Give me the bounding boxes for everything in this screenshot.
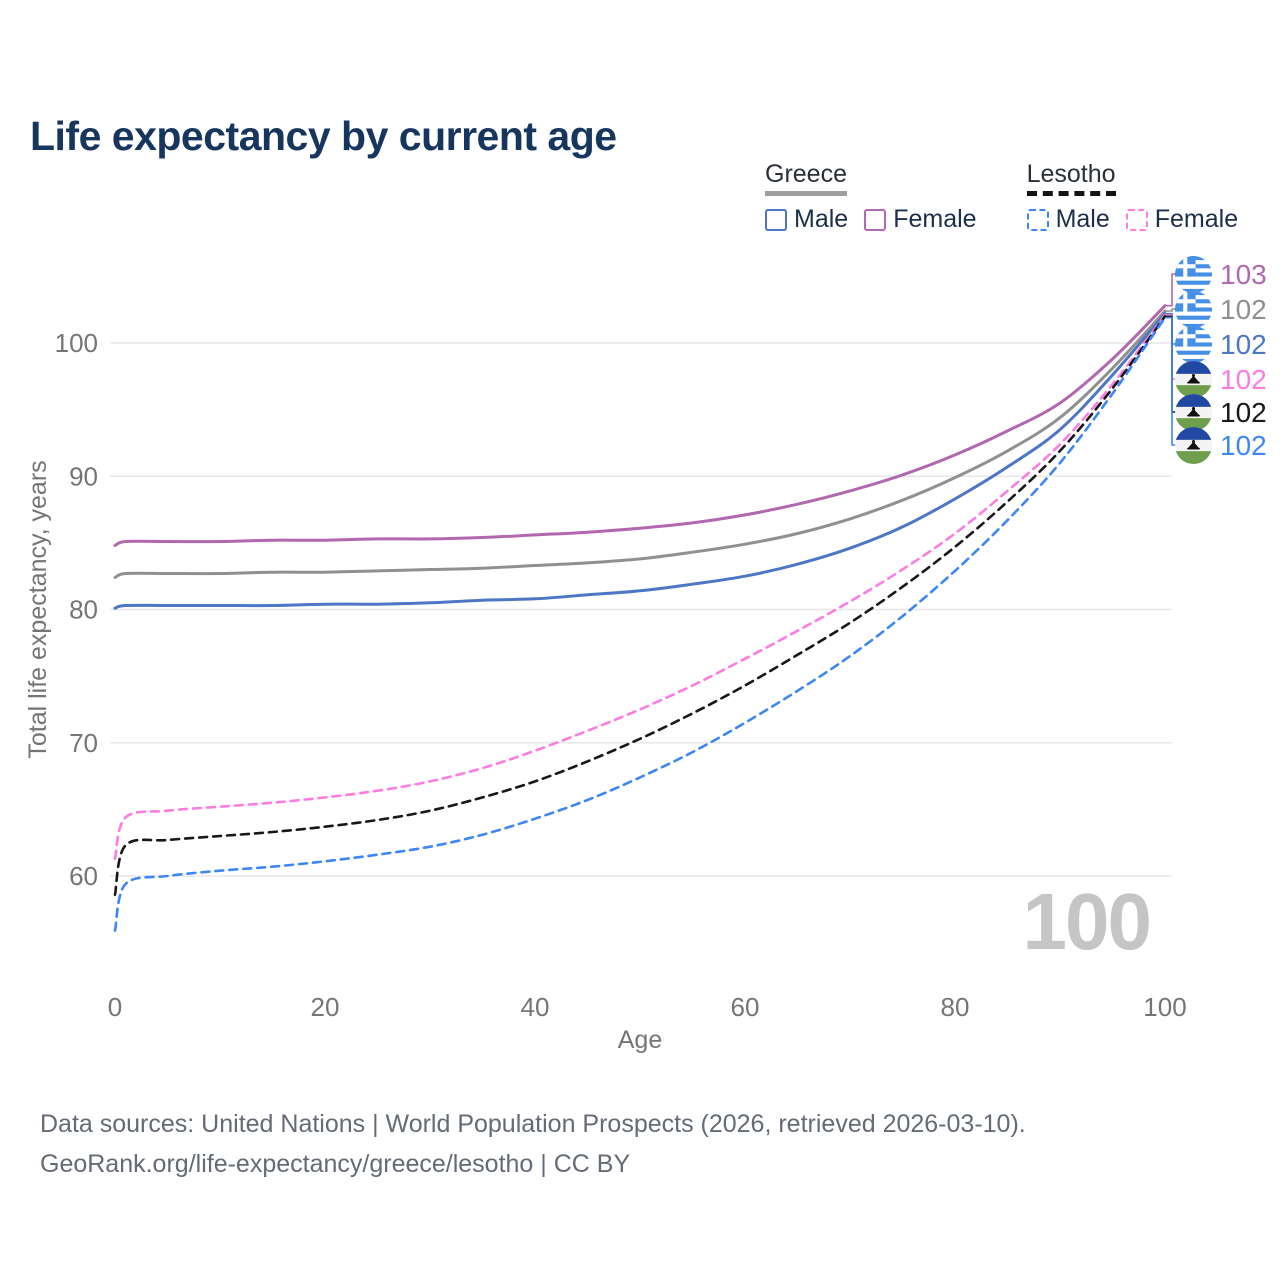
line-greece-male: [113, 312, 1167, 610]
legend-swatch-icon: [1125, 208, 1148, 231]
x-axis-title: Age: [618, 1026, 662, 1054]
greece-flag-icon: [1175, 326, 1212, 363]
x-tick-label: 0: [108, 992, 122, 1022]
legend-item-greece-male[interactable]: Male: [765, 205, 848, 234]
legend-country-label-lesotho: Lesotho: [1026, 160, 1116, 196]
footer-data-sources: Data sources: United Nations | World Pop…: [40, 1110, 1026, 1138]
x-tick-label: 40: [521, 992, 550, 1022]
footer: Data sources: United Nations | World Pop…: [40, 1104, 1026, 1184]
y-tick-label: 100: [55, 328, 98, 358]
connector-lesotho-male: [1166, 316, 1176, 446]
x-tick-label: 20: [311, 992, 340, 1022]
lesotho-flag-icon: [1175, 394, 1212, 431]
y-tick-label: 60: [69, 861, 98, 891]
age-counter-watermark: 100: [1022, 877, 1152, 966]
end-label-value: 102: [1220, 396, 1267, 428]
legend-group-lesotho: Lesotho Male Female: [1026, 160, 1239, 234]
x-tick-label: 60: [731, 992, 760, 1022]
lesotho-flag-icon: [1175, 361, 1212, 398]
x-tick-label: 80: [941, 992, 970, 1022]
legend-item-lesotho-male[interactable]: Male: [1026, 205, 1110, 234]
line-lesotho-male: [113, 316, 1167, 932]
footer-attribution: GeoRank.org/life-expectancy/greece/lesot…: [40, 1150, 631, 1178]
end-label-value: 102: [1220, 429, 1267, 461]
greece-flag-icon: [1175, 291, 1212, 328]
end-label-lesotho-both-sexes: 102: [1175, 394, 1267, 431]
end-label-lesotho-female: 102: [1175, 361, 1267, 398]
connector-greece-both-sexes: [1166, 308, 1176, 312]
legend-group-greece: Greece Male Female: [765, 160, 977, 234]
legend-item-label: Male: [794, 205, 849, 233]
line-lesotho-female: [113, 313, 1167, 860]
y-axis-title: Total life expectancy, years: [24, 460, 52, 758]
x-tick-label: 100: [1143, 992, 1186, 1022]
legend-item-lesotho-female[interactable]: Female: [1125, 205, 1239, 234]
end-label-greece-female: 103: [1175, 256, 1267, 293]
page-title: Life expectancy by current age: [30, 113, 617, 160]
line-greece-both-sexes: [113, 309, 1167, 579]
end-label-value: 102: [1220, 293, 1267, 325]
legend-item-label: Female: [893, 205, 977, 233]
y-tick-label: 70: [69, 728, 98, 758]
end-label-lesotho-male: 102: [1175, 427, 1267, 464]
greece-flag-icon: [1175, 256, 1212, 293]
line-greece-female: [113, 304, 1167, 547]
connector-greece-female: [1166, 273, 1176, 307]
legend-swatch-icon: [864, 208, 887, 231]
line-lesotho-both-sexes: [113, 315, 1167, 896]
legend-country-label-greece: Greece: [765, 160, 847, 196]
legend: Greece Male Female Lesotho Male Female: [765, 160, 1238, 234]
end-label-value: 102: [1220, 328, 1267, 360]
y-tick-label: 90: [69, 461, 98, 491]
end-label-greece-male: 102: [1175, 326, 1267, 363]
legend-swatch-icon: [765, 208, 787, 231]
legend-item-greece-female[interactable]: Female: [864, 205, 977, 234]
end-label-value: 103: [1220, 258, 1267, 290]
y-tick-label: 80: [69, 595, 98, 625]
legend-item-label: Female: [1154, 205, 1239, 233]
legend-item-label: Male: [1055, 205, 1110, 233]
lesotho-flag-icon: [1175, 427, 1212, 464]
end-label-greece-both-sexes: 102: [1175, 291, 1267, 328]
end-label-value: 102: [1220, 363, 1267, 395]
legend-swatch-icon: [1026, 208, 1049, 231]
